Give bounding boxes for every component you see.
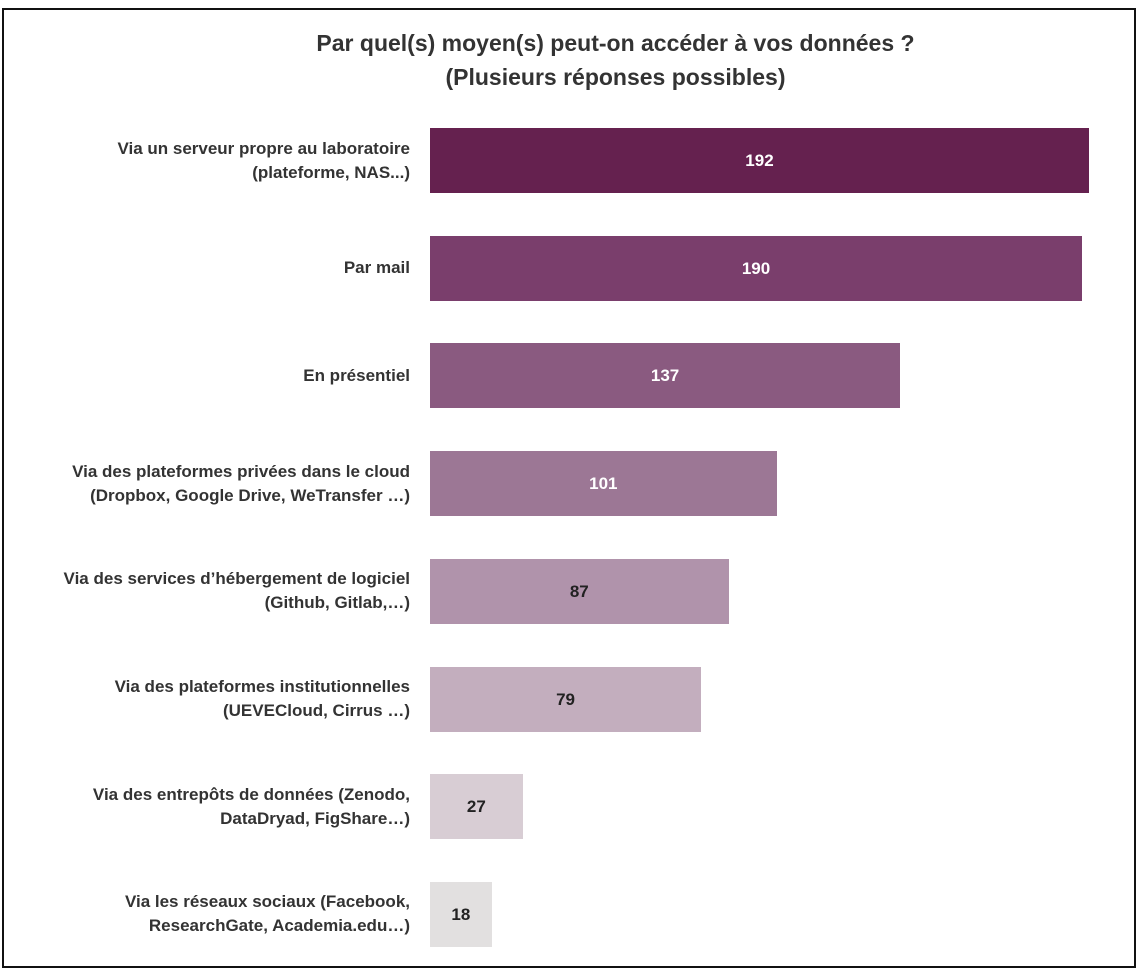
value-label: 101 [589, 474, 618, 494]
bar [430, 343, 901, 409]
value-label: 137 [650, 366, 680, 386]
category-label: Via un serveur propre au laboratoire (pl… [117, 138, 410, 182]
bar [430, 881, 492, 947]
category-label: Via des plateformes privées dans le clou… [72, 461, 410, 505]
value-label: 18 [451, 904, 471, 924]
category-label: Par mail [343, 258, 410, 278]
category-label: Via des entrepôts de données (Zenodo, Da… [92, 784, 410, 828]
value-label: 87 [569, 581, 589, 601]
bar [430, 774, 523, 840]
category-label: Via des services d’hébergement de logici… [63, 569, 410, 613]
value-label: 79 [556, 689, 576, 709]
value-label: 190 [741, 258, 771, 278]
category-label: En présentiel [303, 365, 410, 385]
value-label: 192 [745, 151, 774, 170]
bar [430, 451, 777, 517]
bar [430, 128, 1089, 193]
bar [430, 558, 729, 624]
category-label: Via des plateformes institutionnelles (U… [114, 677, 410, 720]
bar [430, 666, 702, 732]
value-label: 27 [466, 797, 486, 817]
chart-title: Par quel(s) moyen(s) peut-on accéder à v… [316, 30, 915, 56]
chart-subtitle: (Plusieurs réponses possibles) [445, 64, 786, 90]
bar [430, 235, 1083, 301]
category-label: Via les réseaux sociaux (Facebook, Resea… [124, 892, 410, 936]
